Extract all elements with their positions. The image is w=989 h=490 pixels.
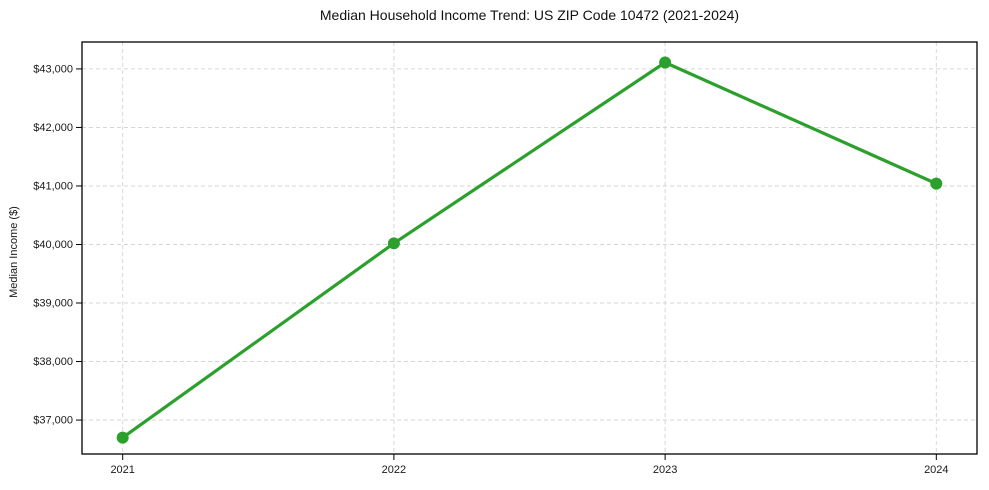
y-tick-label: $42,000 xyxy=(33,122,73,134)
y-tick-label: $41,000 xyxy=(33,180,73,192)
chart-title: Median Household Income Trend: US ZIP Co… xyxy=(319,7,740,23)
x-tick-label: 2021 xyxy=(110,464,134,476)
x-tick-label: 2024 xyxy=(924,464,948,476)
plot-frame xyxy=(81,41,978,455)
y-tick-label: $43,000 xyxy=(33,63,73,75)
y-tick-label: $40,000 xyxy=(33,239,73,251)
y-tick-label: $39,000 xyxy=(33,298,73,310)
trend-line xyxy=(121,60,938,440)
x-tick-label: 2023 xyxy=(653,464,677,476)
data-point-2023 xyxy=(659,56,672,69)
data-point-2022 xyxy=(387,237,400,250)
y-tick-label: $37,000 xyxy=(33,415,73,427)
y-tick-label: $38,000 xyxy=(33,356,73,368)
data-point-2021 xyxy=(116,431,129,444)
data-point-2024 xyxy=(930,177,943,190)
x-tick-label: 2022 xyxy=(382,464,406,476)
